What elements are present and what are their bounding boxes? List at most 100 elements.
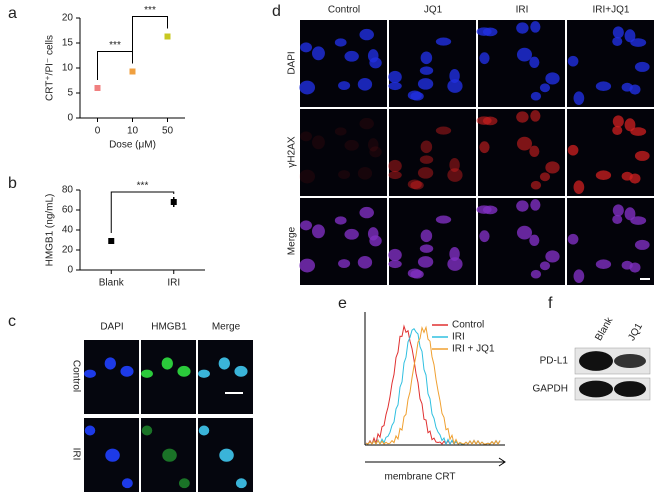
nucleus	[141, 369, 153, 378]
nucleus	[529, 145, 540, 158]
nucleus	[612, 214, 623, 224]
nucleus	[545, 72, 560, 85]
row-label: Merge	[287, 226, 298, 255]
nucleus	[334, 127, 347, 136]
nucleus	[419, 244, 434, 253]
nucleus	[388, 159, 402, 173]
nucleus	[516, 47, 533, 62]
micrograph	[389, 20, 476, 107]
nucleus	[104, 357, 116, 370]
nucleus	[338, 259, 351, 268]
y-tick-label: 80	[62, 185, 74, 196]
nucleus	[482, 116, 498, 126]
nucleus	[612, 115, 624, 128]
significance-bracket	[110, 191, 175, 233]
nucleus	[447, 79, 463, 93]
y-tick-label: 40	[62, 225, 74, 236]
nucleus	[367, 227, 379, 241]
nucleus	[539, 83, 551, 93]
row-label: IRI	[70, 448, 81, 461]
y-tick-label: 0	[67, 265, 73, 276]
nucleus	[417, 78, 434, 90]
nucleus	[84, 369, 96, 378]
nucleus	[334, 38, 347, 47]
nucleus	[178, 478, 190, 489]
nucleus	[530, 269, 542, 279]
lane-label: JQ1	[626, 321, 645, 343]
nucleus	[311, 135, 325, 150]
nucleus	[407, 179, 422, 190]
y-tick-label: 0	[67, 113, 73, 124]
nucleus	[449, 158, 460, 172]
nucleus	[388, 171, 402, 180]
column-label: Control	[328, 5, 360, 16]
panel-label: a	[8, 5, 17, 22]
y-tick-label: 20	[62, 13, 74, 24]
nucleus	[573, 180, 585, 194]
nucleus	[530, 180, 542, 190]
nucleus	[634, 150, 650, 161]
nucleus	[338, 81, 351, 90]
row-label: γH2AX	[287, 136, 298, 167]
nucleus	[530, 21, 541, 33]
nucleus	[120, 365, 134, 377]
nucleus	[629, 262, 641, 273]
nucleus	[344, 139, 359, 151]
nucleus	[573, 91, 585, 105]
y-axis-label: CRT⁺/PI⁻ cells	[45, 35, 56, 101]
x-tick-label: Blank	[99, 278, 125, 289]
lane-label: Blank	[593, 315, 616, 343]
nucleus	[612, 204, 624, 217]
point	[94, 85, 101, 91]
nucleus	[198, 369, 210, 378]
nucleus	[367, 138, 379, 152]
column-label: HMGB1	[151, 322, 187, 333]
nucleus	[198, 425, 210, 436]
nucleus	[630, 38, 647, 47]
nucleus	[479, 230, 490, 243]
nucleus	[516, 22, 529, 34]
column-label: JQ1	[424, 5, 443, 16]
nucleus	[121, 478, 133, 489]
nucleus	[530, 110, 541, 122]
nucleus	[624, 207, 636, 221]
protein-label: GAPDH	[532, 384, 568, 395]
nucleus	[357, 167, 373, 180]
nucleus	[420, 51, 433, 65]
protein-label: PD-L1	[540, 356, 569, 367]
nucleus	[357, 78, 373, 91]
nucleus	[447, 168, 463, 182]
nucleus	[420, 140, 433, 154]
nucleus	[595, 170, 612, 181]
nucleus	[388, 260, 402, 269]
nucleus	[357, 256, 373, 269]
nucleus	[482, 27, 498, 37]
y-tick-label: 5	[67, 88, 73, 99]
nucleus	[218, 357, 230, 370]
nucleus	[299, 169, 316, 184]
nucleus	[595, 259, 612, 270]
nucleus	[105, 448, 120, 462]
nucleus	[299, 80, 316, 95]
x-tick-label: 50	[162, 126, 174, 137]
row-label: DAPI	[287, 51, 298, 74]
nucleus	[449, 69, 460, 83]
column-label: IRI	[516, 5, 529, 16]
nucleus	[388, 82, 402, 91]
nucleus	[482, 205, 498, 215]
legend-label: Control	[452, 320, 484, 331]
panel-label: f	[548, 295, 553, 312]
column-label: IRI+JQ1	[593, 5, 630, 16]
nucleus	[311, 46, 325, 61]
nucleus	[141, 425, 153, 436]
nucleus	[84, 425, 96, 436]
y-tick-label: 10	[62, 63, 74, 74]
nucleus	[567, 233, 579, 245]
panel-label: c	[8, 313, 16, 330]
significance-bracket	[97, 51, 133, 80]
nucleus	[344, 228, 359, 240]
column-label: Merge	[212, 322, 241, 333]
nucleus	[595, 81, 612, 92]
nucleus	[177, 365, 191, 377]
point	[129, 68, 136, 75]
